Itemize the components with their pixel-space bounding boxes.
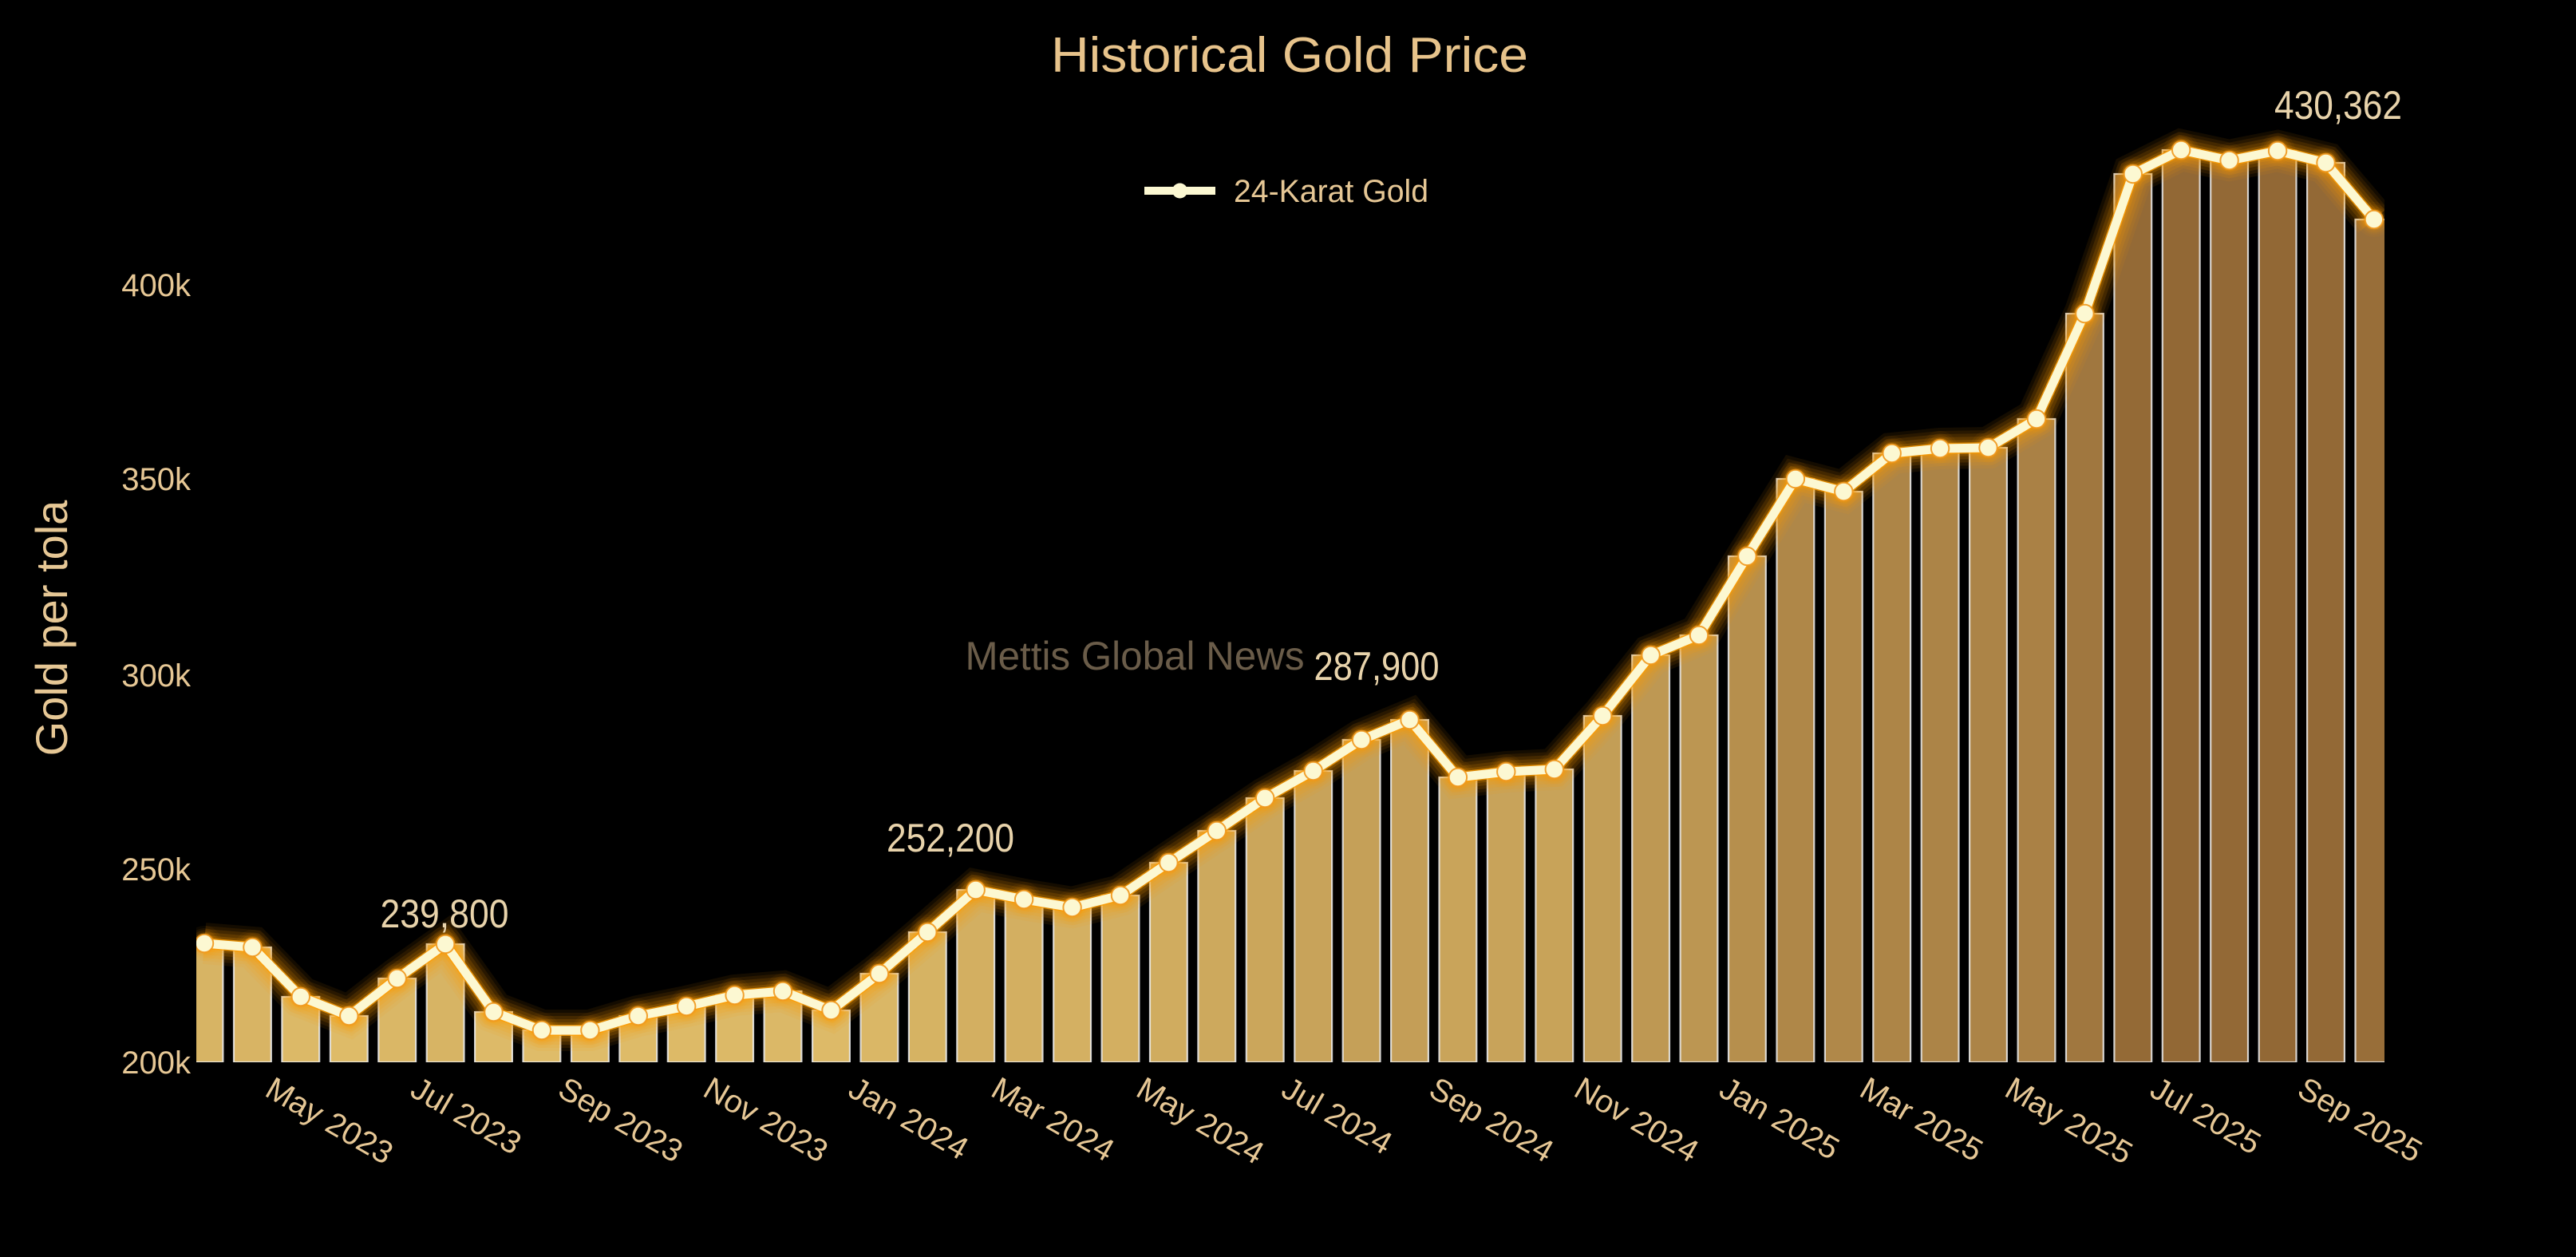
svg-text:300k: 300k bbox=[121, 658, 192, 694]
svg-text:430,362: 430,362 bbox=[2274, 83, 2402, 128]
svg-text:287,900: 287,900 bbox=[1314, 644, 1440, 689]
svg-text:252,200: 252,200 bbox=[887, 816, 1014, 860]
svg-text:239,800: 239,800 bbox=[381, 891, 509, 936]
svg-text:Mettis Global News: Mettis Global News bbox=[966, 634, 1305, 678]
svg-text:Historical Gold Price: Historical Gold Price bbox=[1051, 28, 1528, 83]
svg-text:350k: 350k bbox=[121, 462, 192, 497]
svg-text:Gold per tola: Gold per tola bbox=[26, 500, 77, 756]
svg-text:200k: 200k bbox=[121, 1046, 192, 1081]
svg-text:24-Karat Gold: 24-Karat Gold bbox=[1234, 174, 1428, 209]
svg-text:400k: 400k bbox=[121, 268, 192, 303]
svg-text:250k: 250k bbox=[121, 852, 192, 887]
